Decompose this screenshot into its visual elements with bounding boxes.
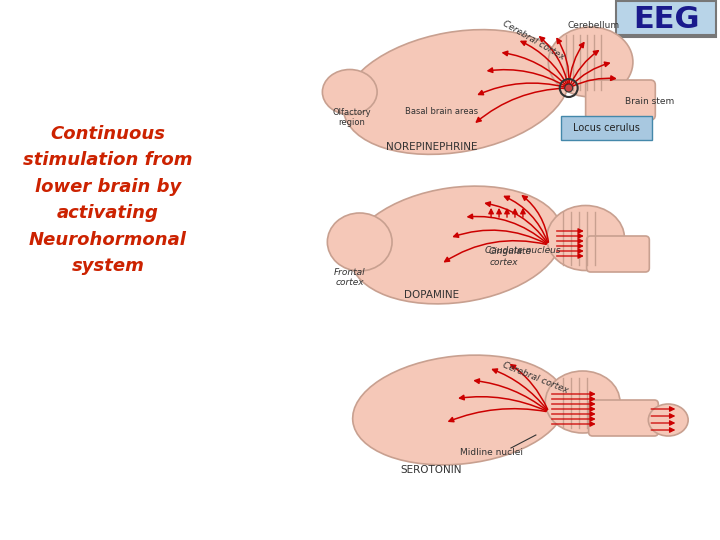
FancyBboxPatch shape (589, 400, 658, 436)
FancyBboxPatch shape (587, 236, 649, 272)
Text: Cerebral cortex: Cerebral cortex (501, 361, 570, 395)
FancyBboxPatch shape (616, 1, 716, 37)
Text: Cerebellum: Cerebellum (567, 21, 620, 30)
Ellipse shape (343, 30, 570, 154)
Text: Cerebral cortex: Cerebral cortex (501, 18, 566, 62)
Ellipse shape (323, 70, 377, 114)
Text: NOREPINEPHRINE: NOREPINEPHRINE (386, 142, 477, 152)
Ellipse shape (549, 27, 633, 97)
Ellipse shape (350, 186, 562, 304)
FancyBboxPatch shape (585, 80, 655, 120)
Text: Cingulate
cortex: Cingulate cortex (489, 247, 532, 267)
Text: EEG: EEG (633, 4, 700, 33)
Text: Locus cerulus: Locus cerulus (573, 123, 640, 133)
Ellipse shape (648, 404, 688, 436)
Ellipse shape (353, 355, 566, 465)
Text: Midline nuclei: Midline nuclei (459, 448, 523, 457)
Text: Olfactory
region: Olfactory region (333, 108, 371, 127)
FancyBboxPatch shape (561, 116, 652, 140)
Text: Brain stem: Brain stem (626, 98, 675, 106)
Text: Caudate nucleus: Caudate nucleus (485, 246, 561, 255)
Text: DOPAMINE: DOPAMINE (404, 290, 459, 300)
Text: Continuous
stimulation from
lower brain by
activating
Neurohormonal
system: Continuous stimulation from lower brain … (23, 125, 193, 275)
Text: Frontal
cortex: Frontal cortex (334, 268, 366, 287)
Ellipse shape (328, 213, 392, 271)
Ellipse shape (545, 371, 620, 433)
Text: SEROTONIN: SEROTONIN (400, 465, 462, 475)
Text: Basal brain areas: Basal brain areas (405, 107, 478, 117)
Ellipse shape (546, 206, 624, 271)
Circle shape (564, 84, 572, 92)
